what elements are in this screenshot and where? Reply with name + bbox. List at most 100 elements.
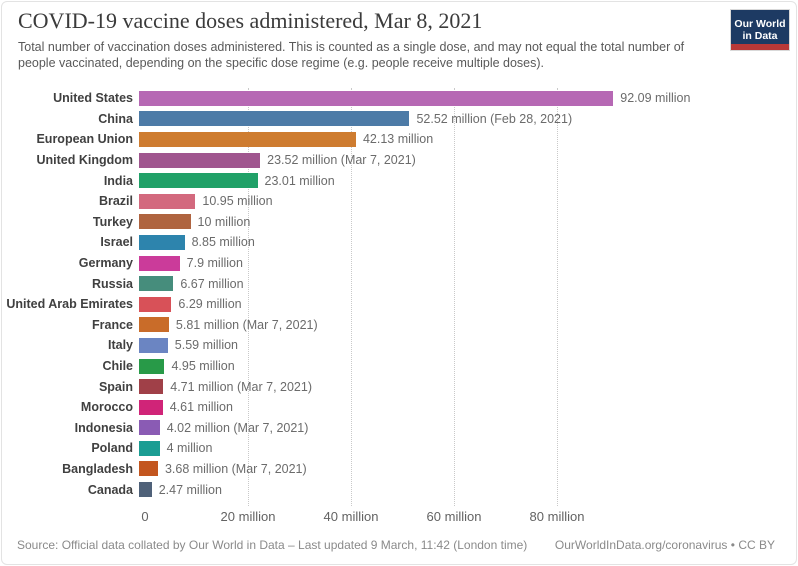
bar-rows: United States 92.09 million China 52.52 … — [2, 88, 798, 500]
bar-row: France 5.81 million (Mar 7, 2021) — [2, 315, 798, 336]
bar[interactable] — [139, 234, 185, 250]
value-label: 42.13 million — [362, 132, 434, 147]
bar[interactable] — [139, 358, 165, 374]
bar[interactable] — [139, 173, 258, 189]
bar[interactable] — [139, 317, 169, 333]
bar[interactable] — [139, 337, 168, 353]
bar-row: Russia 6.67 million — [2, 273, 798, 294]
bar-row: Poland 4 million — [2, 438, 798, 459]
bar[interactable] — [139, 193, 196, 209]
bar-row: Brazil 10.95 million — [2, 191, 798, 212]
axis-tick-label: 40 million — [323, 509, 379, 524]
bar[interactable] — [139, 131, 356, 147]
chart-subtitle: Total number of vaccination doses admini… — [18, 40, 685, 70]
country-label: Bangladesh — [62, 461, 133, 476]
value-label: 4 million — [166, 441, 213, 456]
gridline — [557, 88, 558, 506]
value-label: 10 million — [197, 214, 251, 229]
value-label: 23.01 million — [264, 173, 335, 188]
country-label: Poland — [91, 441, 133, 456]
value-label: 4.61 million — [169, 400, 233, 415]
value-label: 6.67 million — [180, 276, 244, 291]
country-label: India — [103, 173, 133, 188]
country-label: European Union — [36, 132, 133, 147]
axis-tick-label: 80 million — [529, 509, 585, 524]
value-label: 8.85 million — [191, 235, 255, 250]
country-label: Spain — [98, 379, 133, 394]
bar[interactable] — [139, 399, 163, 415]
country-label: Chile — [102, 359, 133, 374]
bar[interactable] — [139, 461, 158, 477]
value-label: 5.81 million (Mar 7, 2021) — [175, 317, 318, 332]
value-label: 2.47 million — [158, 482, 222, 497]
bar[interactable] — [139, 276, 174, 292]
footer-right: OurWorldInData.org/coronavirus • CC BY — [555, 538, 775, 552]
gridline — [248, 88, 249, 506]
value-label: 92.09 million — [620, 91, 691, 106]
owid-logo[interactable]: Our World in Data — [731, 10, 789, 50]
x-axis: 0 20 million 40 million 60 million 80 millio… — [2, 509, 798, 527]
value-label: 3.68 million (Mar 7, 2021) — [164, 461, 307, 476]
bar-row: United Arab Emirates 6.29 million — [2, 294, 798, 315]
bar-row: Bangladesh 3.68 million (Mar 7, 2021) — [2, 459, 798, 480]
bar[interactable] — [139, 296, 172, 312]
gridlines — [2, 88, 798, 528]
country-label: China — [98, 111, 133, 126]
license-separator: • — [727, 538, 739, 552]
bar-row: Indonesia 4.02 million (Mar 7, 2021) — [2, 418, 798, 439]
owid-logo-line2: in Data — [742, 30, 778, 42]
country-label: France — [92, 317, 133, 332]
axis-tick-label: 20 million — [220, 509, 276, 524]
value-label: 6.29 million — [178, 297, 242, 312]
source-note: Source: Official data collated by Our Wo… — [17, 538, 528, 552]
axis-tick-label: 60 million — [426, 509, 482, 524]
bar-row: Italy 5.59 million — [2, 335, 798, 356]
country-label: Israel — [100, 235, 133, 250]
owid-logo-stripe — [731, 44, 789, 50]
country-label: United Arab Emirates — [6, 297, 133, 312]
bar-row: European Union 42.13 million — [2, 129, 798, 150]
country-label: Turkey — [92, 214, 133, 229]
bar-row: Spain 4.71 million (Mar 7, 2021) — [2, 376, 798, 397]
country-label: Canada — [87, 482, 133, 497]
bar[interactable] — [139, 440, 160, 456]
license-label[interactable]: CC BY — [738, 538, 775, 552]
country-label: Indonesia — [74, 420, 133, 435]
bar-row: Canada 2.47 million — [2, 479, 798, 500]
bar-row: Morocco 4.61 million — [2, 397, 798, 418]
chart-footer: Source: Official data collated by Our Wo… — [17, 538, 775, 552]
bar[interactable] — [139, 214, 191, 230]
value-label: 4.71 million (Mar 7, 2021) — [170, 379, 312, 394]
value-label: 10.95 million — [202, 194, 273, 209]
bar[interactable] — [139, 90, 614, 106]
gridline — [454, 88, 455, 506]
gridline — [351, 88, 352, 506]
country-label: Germany — [78, 256, 133, 271]
owid-link[interactable]: OurWorldInData.org/coronavirus — [554, 538, 728, 552]
value-label: 23.52 million (Mar 7, 2021) — [267, 153, 416, 168]
country-label: Morocco — [80, 400, 133, 415]
country-label: United States — [53, 91, 133, 106]
country-label: Russia — [92, 276, 133, 291]
value-label: 4.02 million (Mar 7, 2021) — [166, 420, 309, 435]
bar-row: Israel 8.85 million — [2, 232, 798, 253]
bar[interactable] — [139, 379, 164, 395]
country-label: United Kingdom — [36, 153, 133, 168]
chart-title: COVID-19 vaccine doses administered, Mar… — [18, 8, 483, 33]
bar-row: Germany 7.9 million — [2, 253, 798, 274]
value-label: 52.52 million (Feb 28, 2021) — [416, 111, 573, 126]
value-label: 5.59 million — [174, 338, 239, 353]
country-label: Brazil — [98, 194, 133, 209]
bar-chart: United States 92.09 million China 52.52 … — [2, 88, 798, 528]
bar[interactable] — [139, 420, 160, 436]
bar[interactable] — [139, 111, 410, 127]
bar[interactable] — [139, 255, 180, 271]
bar-row: United States 92.09 million — [2, 88, 798, 109]
bar-row: India 23.01 million — [2, 170, 798, 191]
country-label: Italy — [107, 338, 133, 353]
bar[interactable] — [139, 482, 152, 498]
axis-tick-label: 0 — [141, 509, 149, 524]
bar[interactable] — [139, 152, 261, 168]
bar-row: Turkey 10 million — [2, 212, 798, 233]
